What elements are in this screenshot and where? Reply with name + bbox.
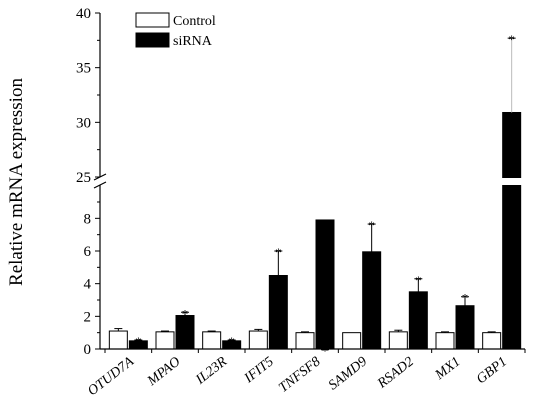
legend-swatch-control [135,12,170,28]
bar-control-mx1 [435,332,455,350]
bar-sirna-ifit5 [268,275,288,350]
bar-sirna-gbp1 [502,111,522,350]
legend-label-control: Control [173,14,216,29]
y-tick-label-35: 35 [76,61,91,77]
x-tick-label-il23r: IL23R [193,354,231,388]
bar-sirna-samd9 [362,251,382,350]
legend-label-sirna: siRNA [173,34,213,49]
legend-swatch-sirna [135,32,170,48]
bars-layer [108,111,522,350]
x-tick-label-ifit5: IFIT5 [241,354,277,387]
legend: Control siRNA [135,12,216,49]
significance-star-otud7a: * [135,334,142,349]
bar-sirna-rsad2 [408,291,428,350]
significance-star-tnfsf8: * [322,344,329,359]
bar-control-il23r [202,331,222,350]
significance-star-ifit5: * [275,245,282,260]
significance-star-mpao: * [182,306,189,321]
x-tick-label-rsad2: RSAD2 [374,354,417,392]
y-tick-label-8: 8 [84,211,92,227]
axes-layer [92,12,526,353]
x-tick-label-samd9: SAMD9 [326,354,370,393]
bar-control-gbp1 [482,332,502,350]
error-bars-layer [114,37,516,351]
y-tick-label-25: 25 [76,170,91,186]
bar-sirna-mx1 [455,305,475,350]
y-tick-label-6: 6 [84,244,92,260]
y-tick-label-30: 30 [76,115,91,131]
bar-control-otud7a [108,330,128,350]
y-tick-label-4: 4 [84,277,92,293]
bar-control-rsad2 [388,331,408,350]
bar-control-mpao [155,331,175,350]
y-tick-label-40: 40 [76,6,91,22]
x-tick-label-mpao: MPAO [144,354,183,389]
significance-star-samd9: * [368,218,375,233]
significance-star-il23r: * [228,334,235,349]
y-tick-label-0: 0 [84,342,92,358]
axis-break-gap [92,178,525,185]
bar-control-samd9 [342,332,362,350]
significance-star-gbp1: * [508,32,515,47]
x-tick-label-otud7a: OTUD7A [85,354,137,399]
significance-star-mx1: * [462,291,469,306]
x-tick-label-mx1: MX1 [432,354,463,383]
bar-control-tnfsf8 [295,332,315,350]
axis-break-mark-bottom [93,181,107,189]
x-tick-label-tnfsf8: TNFSF8 [276,354,323,396]
x-tick-label-gbp1: GBP1 [474,354,510,387]
significance-star-rsad2: * [415,273,422,288]
y-tick-label-2: 2 [84,309,92,325]
bar-control-ifit5 [248,330,268,350]
y-axis-label: Relative mRNA expression [6,78,27,286]
